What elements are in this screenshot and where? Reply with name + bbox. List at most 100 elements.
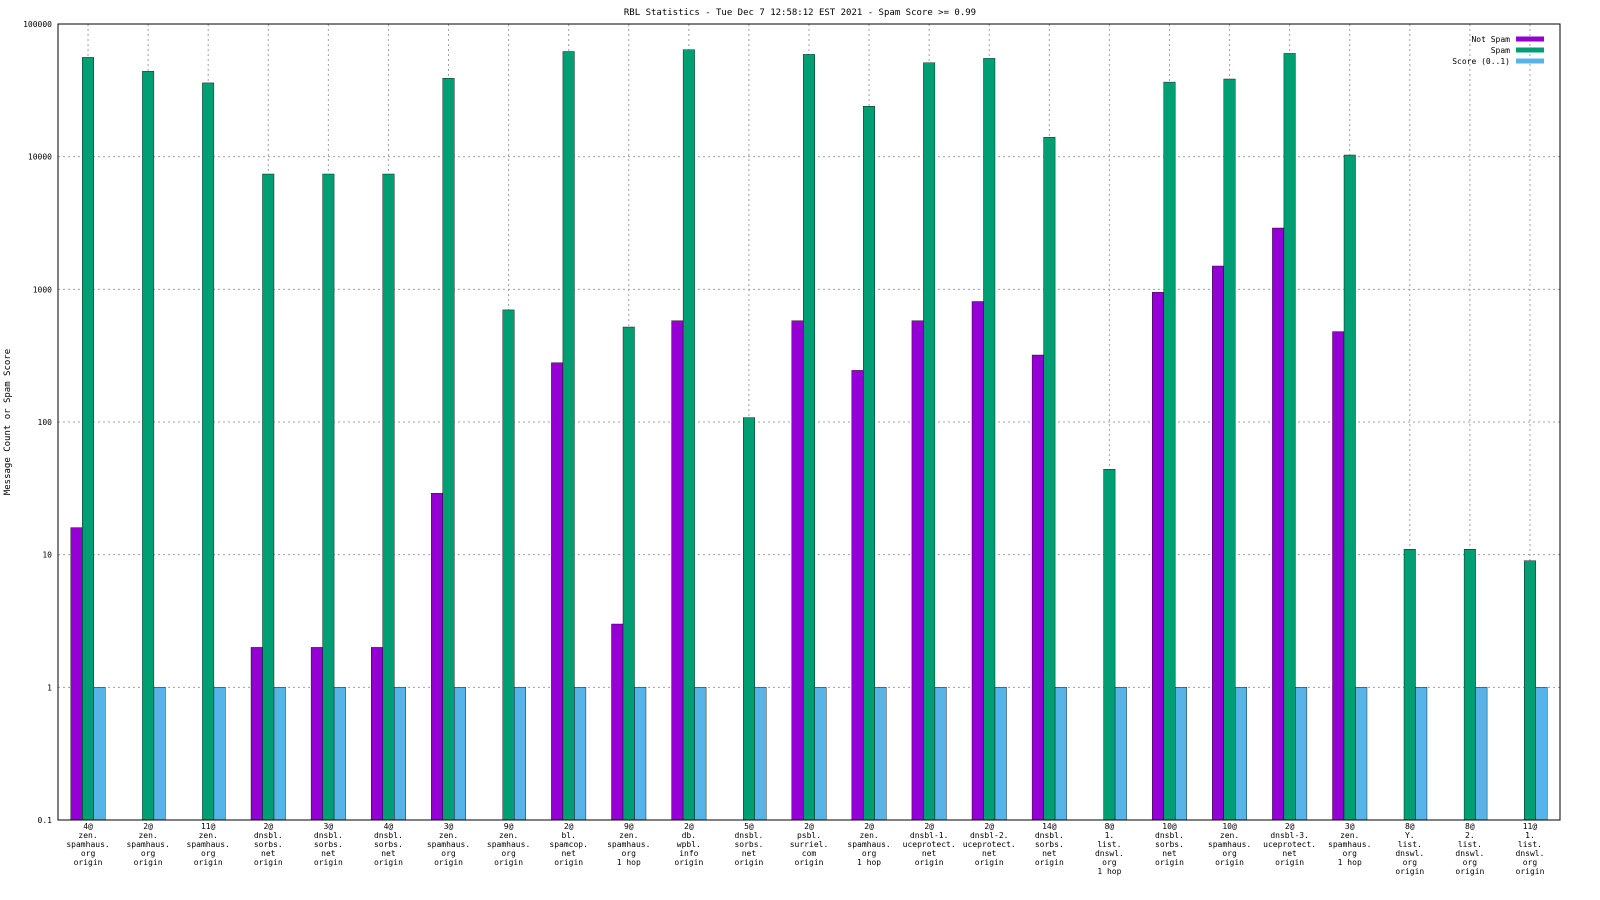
bar-score	[994, 687, 1007, 821]
x-tick-label-line: 8@	[1465, 822, 1475, 831]
x-tick-label-line: org	[862, 849, 877, 858]
x-tick-label-line: org	[141, 849, 156, 858]
x-tick-label-line: list.	[1097, 840, 1121, 849]
x-tick-label-line: list.	[1458, 840, 1482, 849]
x-tick-label-line: spamhaus.	[66, 840, 109, 849]
bar-spam	[1043, 137, 1056, 821]
bar-spam	[262, 173, 275, 821]
y-axis-label: Message Count or Spam Score	[3, 349, 13, 495]
x-tick-label-line: net	[381, 849, 396, 858]
x-tick-label: 9@ zen. spamhaus. org origin	[487, 822, 530, 867]
bar-not-spam	[250, 647, 263, 821]
bar-score	[1475, 687, 1488, 821]
x-tick-label: 10@ dnsbl. sorbs. net origin	[1155, 822, 1184, 867]
bar-not-spam	[1332, 331, 1345, 821]
bar-spam	[82, 57, 95, 821]
legend-label: Not Spam	[1471, 35, 1510, 44]
bar-not-spam	[1031, 354, 1044, 821]
bar-not-spam	[611, 623, 624, 821]
y-tick-label: 100000	[23, 20, 52, 29]
x-tick-label-line: sorbs.	[1155, 840, 1184, 849]
x-tick-label-line: spamhaus.	[427, 840, 470, 849]
x-tick-label-line: org	[201, 849, 216, 858]
x-tick-label-line: origin	[134, 858, 163, 867]
x-tick-label-line: org	[1102, 858, 1117, 867]
x-tick-label-line: surriel.	[790, 840, 829, 849]
x-tick-label-line: net	[1282, 849, 1297, 858]
x-tick-label-line: 1 hop	[1338, 858, 1362, 867]
bar-spam	[1223, 78, 1236, 821]
x-tick-label-line: 2@	[864, 822, 874, 831]
bar-score	[514, 687, 526, 821]
x-tick-label-line: dnswl.	[1095, 849, 1124, 858]
x-tick-label-line: 3@	[324, 822, 334, 831]
x-tick-label-line: origin	[1275, 858, 1304, 867]
x-tick-label-line: spamhaus.	[1208, 840, 1251, 849]
x-tick-label-line: origin	[1516, 867, 1545, 876]
y-tick-label: 100	[38, 418, 53, 427]
bar-not-spam	[671, 320, 684, 821]
x-tick-label-line: 4@	[384, 822, 394, 831]
x-tick-label-line: 2@	[984, 822, 994, 831]
x-tick-label: 3@ zen. spamhaus. org 1 hop	[1328, 822, 1371, 867]
x-tick-label-line: sorbs.	[314, 840, 343, 849]
x-tick-label-line: net	[261, 849, 276, 858]
chart-title: RBL Statistics - Tue Dec 7 12:58:12 EST …	[624, 8, 976, 18]
x-tick-label-line: sorbs.	[1035, 840, 1064, 849]
x-tick-label-line: dnsbl.	[1155, 831, 1184, 840]
x-tick-label-line: origin	[374, 858, 403, 867]
bar-not-spam	[310, 647, 323, 821]
bar-not-spam	[1212, 265, 1225, 821]
x-tick-label-line: list.	[1398, 840, 1422, 849]
y-tick-label: 1000	[33, 285, 52, 294]
bar-score	[934, 687, 947, 821]
bar-spam	[1283, 53, 1296, 821]
x-tick-label-line: spamhaus.	[847, 840, 890, 849]
bar-score	[634, 687, 647, 821]
x-tick-label-line: 1.	[1105, 831, 1115, 840]
bar-spam	[202, 82, 215, 821]
x-tick-label-line: 4@	[83, 822, 93, 831]
bar-score	[153, 687, 166, 821]
bar-spam	[442, 78, 455, 821]
x-tick-label-line: spamhaus.	[126, 840, 169, 849]
bar-spam	[382, 173, 395, 821]
x-tick-label-line: zen.	[78, 831, 97, 840]
x-tick-label-line: org	[1222, 849, 1237, 858]
x-tick-label-line: list.	[1518, 840, 1542, 849]
bar-spam	[1103, 469, 1116, 821]
legend-swatch	[1516, 36, 1544, 42]
x-tick-label: 9@ zen. spamhaus. org 1 hop	[607, 822, 650, 867]
x-tick-label-line: uceprotect.	[1263, 840, 1316, 849]
x-tick-label-line: spamhaus.	[187, 840, 230, 849]
x-tick-label-line: dnsbl-2.	[970, 831, 1009, 840]
x-tick-label-line: 2@	[684, 822, 694, 831]
bar-spam	[983, 58, 996, 821]
bar-score	[1054, 687, 1067, 821]
x-tick-label-line: org	[1523, 858, 1538, 867]
bar-spam	[1163, 81, 1176, 821]
x-tick-label-line: org	[1403, 858, 1418, 867]
y-tick-label: 1	[47, 683, 52, 692]
x-tick-label: 2@ psbl. surriel. com origin	[790, 822, 829, 867]
x-tick-label-line: uceprotect.	[903, 840, 956, 849]
bar-spam	[743, 417, 755, 821]
x-tick-label-line: sorbs.	[374, 840, 403, 849]
x-tick-label-line: dnsbl.	[254, 831, 283, 840]
x-tick-label-line: dnswl.	[1455, 849, 1484, 858]
x-tick-label-line: zen.	[199, 831, 218, 840]
bar-score	[1535, 687, 1548, 821]
x-tick-label-line: dnswl.	[1516, 849, 1545, 858]
bar-score	[454, 687, 466, 821]
x-tick-label-line: origin	[554, 858, 583, 867]
x-tick-label-line: 2@	[564, 822, 574, 831]
x-tick-label: 2@ db. wpbl. info origin	[674, 822, 703, 867]
x-tick-label-line: 14@	[1042, 822, 1057, 831]
x-tick-label-line: 2@	[804, 822, 814, 831]
x-tick-label-line: zen.	[499, 831, 518, 840]
bar-not-spam	[1272, 227, 1285, 821]
x-tick-label-line: 2.	[1465, 831, 1475, 840]
x-tick-label-line: spamcop.	[549, 840, 588, 849]
x-tick-label: 8@ 2. list. dnswl. org origin	[1455, 822, 1484, 876]
